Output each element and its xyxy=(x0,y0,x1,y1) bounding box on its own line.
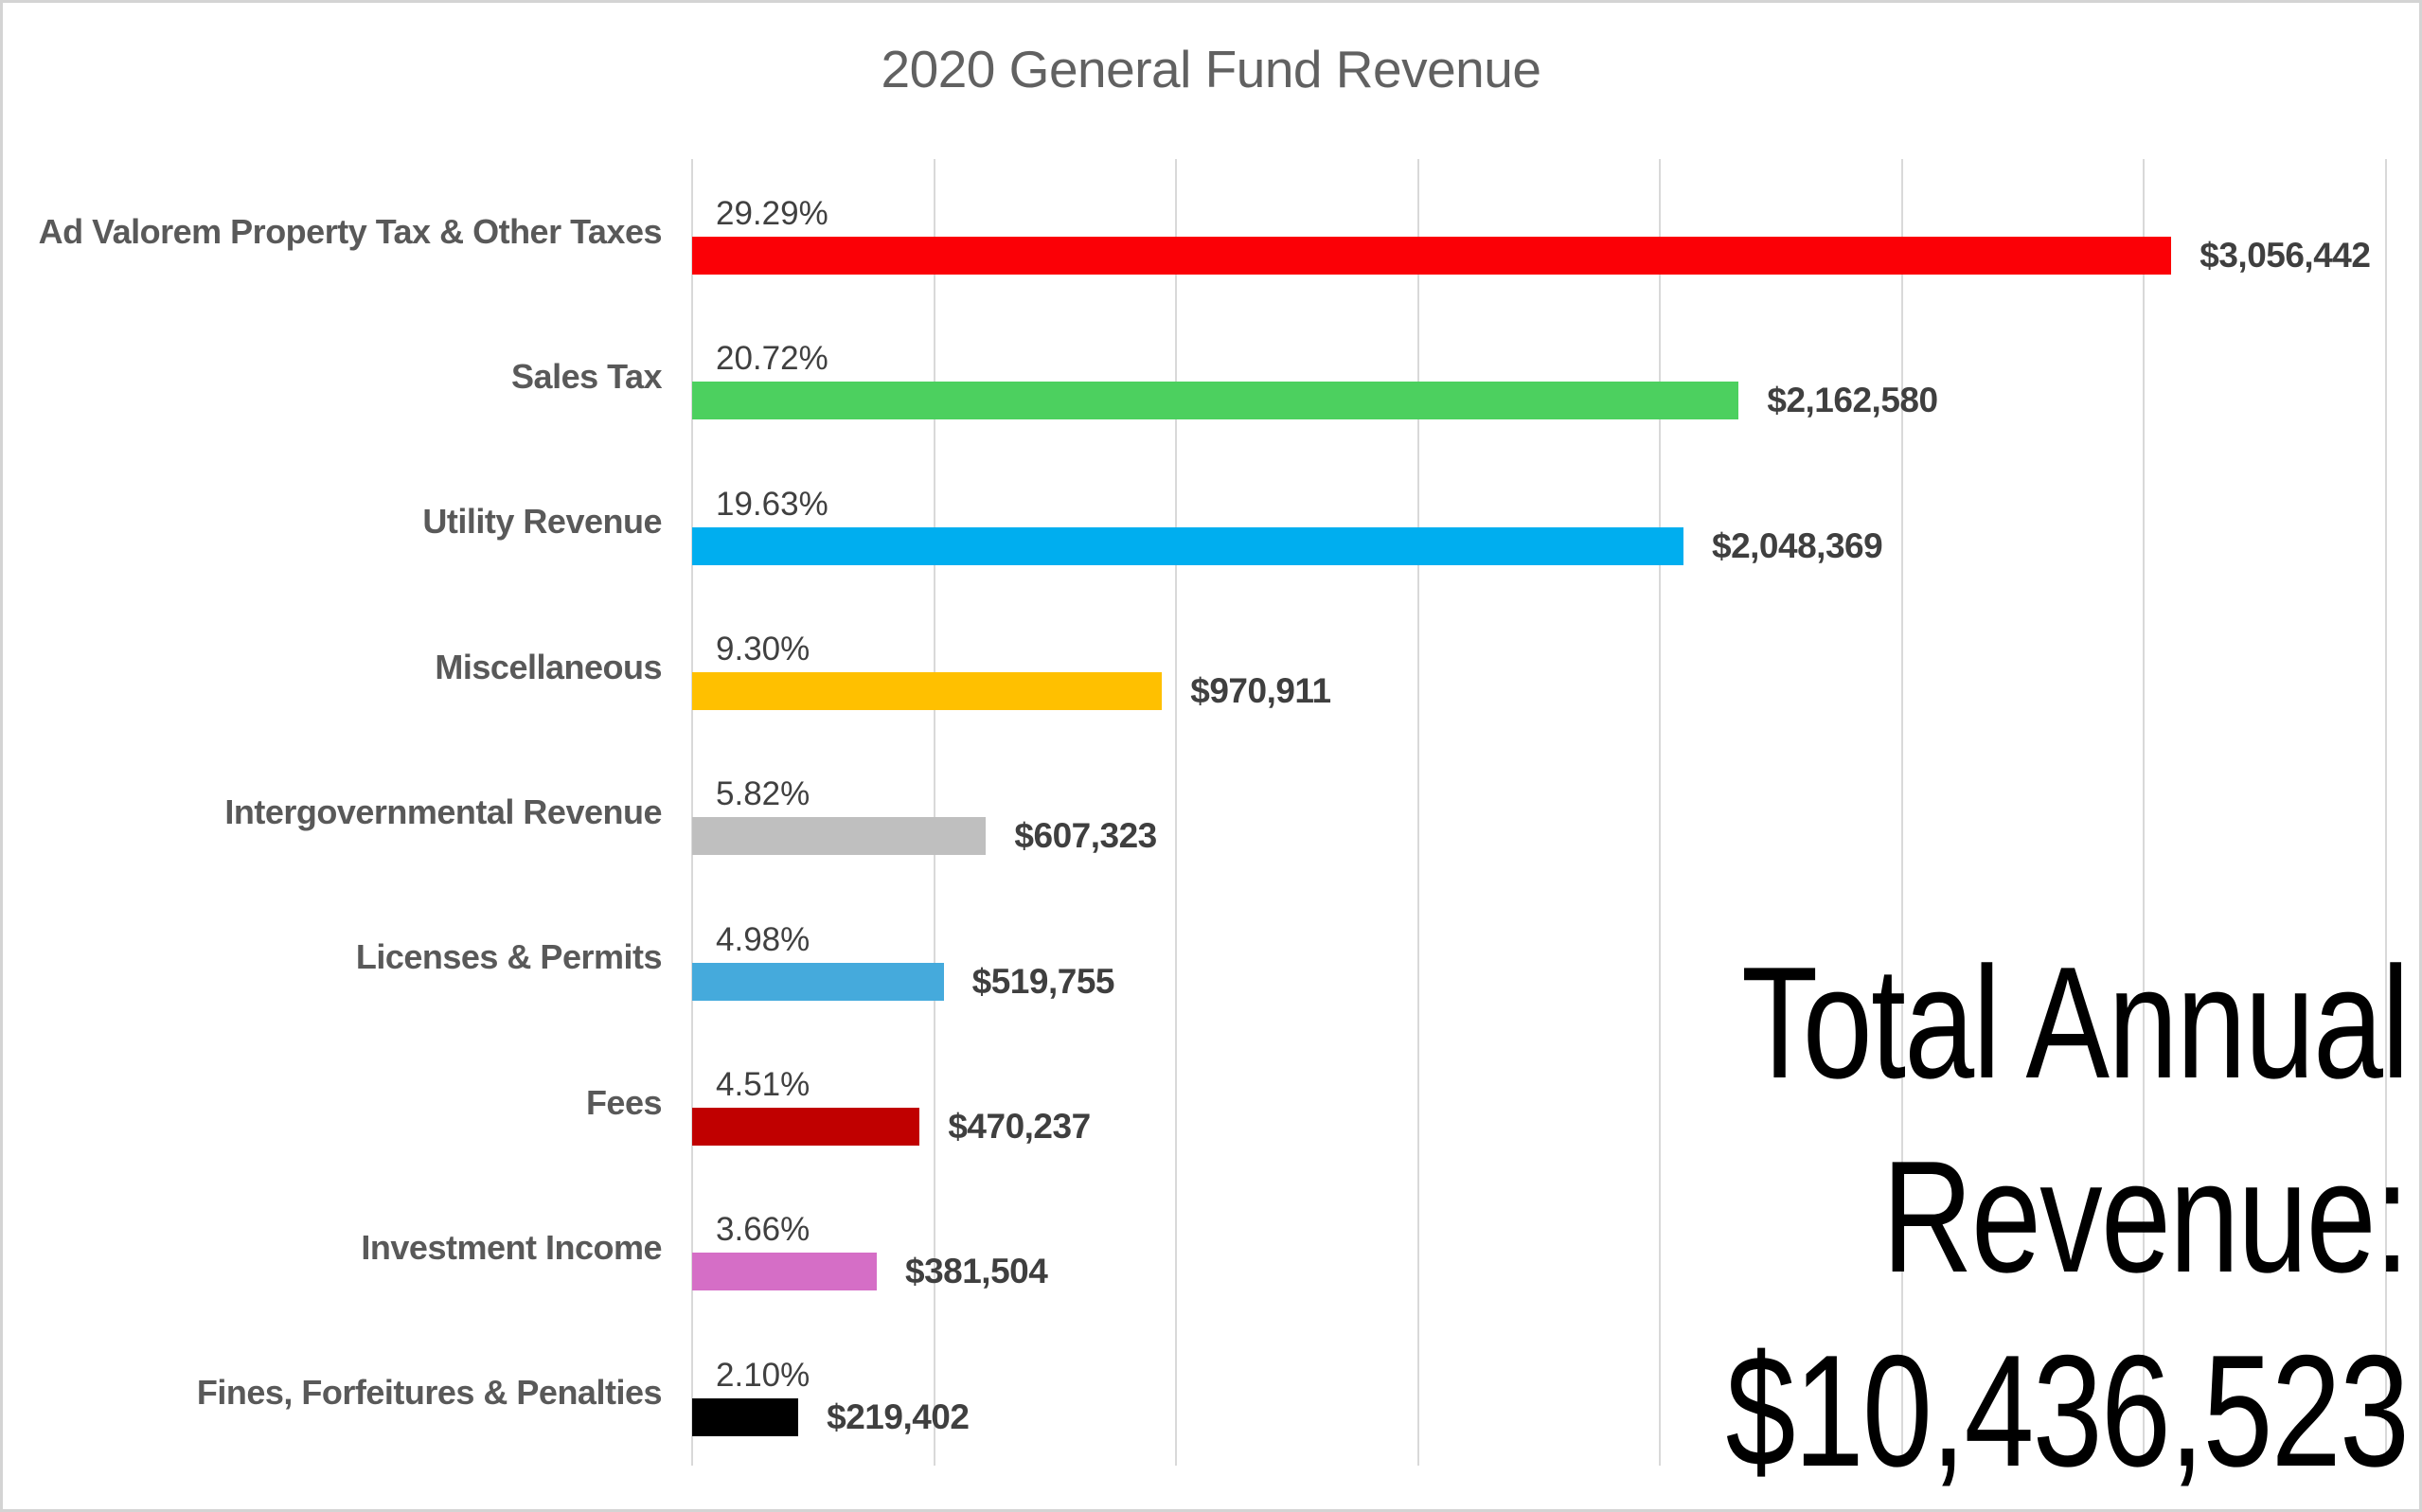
percent-label: 19.63% xyxy=(716,485,828,523)
bar xyxy=(692,526,1683,565)
bar-row: Utility Revenue 19.63% $2,048,369 xyxy=(3,450,2419,595)
percent-label: 9.30% xyxy=(716,631,810,667)
value-label: $970,911 xyxy=(1190,671,1331,710)
gridline xyxy=(1659,159,1662,1466)
value-label: $470,237 xyxy=(948,1107,1091,1146)
percent-label: 4.98% xyxy=(716,920,810,958)
percent-label: 5.82% xyxy=(716,775,810,813)
bar xyxy=(692,817,987,856)
value-label: $607,323 xyxy=(1014,816,1157,856)
percent-label: 2.10% xyxy=(716,1356,810,1394)
category-label: Fines, Forfeitures & Penalties xyxy=(196,1373,663,1413)
percent-label: 29.29% xyxy=(716,195,828,232)
gridline xyxy=(2385,159,2387,1466)
value-label: $381,504 xyxy=(905,1252,1048,1291)
bar xyxy=(692,672,1163,710)
value-label: $2,162,580 xyxy=(1767,381,1938,420)
plot-area xyxy=(691,159,2387,1466)
bar-row: Intergovernmental Revenue 5.82% $607,323 xyxy=(3,739,2419,884)
value-label: $519,755 xyxy=(971,961,1115,1001)
bar xyxy=(692,1108,920,1146)
gridline xyxy=(1416,159,1419,1466)
category-label: Ad Valorem Property Tax & Other Taxes xyxy=(38,211,663,251)
bar-row: Fees 4.51% $470,237 xyxy=(3,1030,2419,1175)
total-annotation-line-3: $10,436,523 xyxy=(1725,1322,2409,1500)
gridline xyxy=(1900,159,1903,1466)
bar xyxy=(692,382,1739,420)
category-label: Utility Revenue xyxy=(422,502,662,542)
category-label: Investment Income xyxy=(361,1227,662,1267)
category-label: Miscellaneous xyxy=(435,647,662,686)
total-annotation-line-2: Revenue: xyxy=(1881,1128,2409,1306)
gridline xyxy=(691,159,693,1466)
category-label: Licenses & Permits xyxy=(355,937,663,977)
category-label: Fees xyxy=(585,1082,663,1122)
value-label: $3,056,442 xyxy=(2199,236,2371,275)
category-label: Sales Tax xyxy=(511,356,662,396)
total-annotation-line-1: Total Annual xyxy=(1740,934,2410,1112)
bar xyxy=(692,1253,877,1291)
value-label: $219,402 xyxy=(827,1396,970,1436)
percent-label: 3.66% xyxy=(716,1211,810,1249)
percent-label: 4.51% xyxy=(716,1066,810,1103)
bar-row: Sales Tax 20.72% $2,162,580 xyxy=(3,304,2419,449)
gridline xyxy=(2143,159,2146,1466)
bar-row: Fines, Forfeitures & Penalties 2.10% $219,… xyxy=(3,1321,2419,1466)
bar-row: Investment Income 3.66% $381,504 xyxy=(3,1175,2419,1320)
category-label: Intergovernmental Revenue xyxy=(224,792,662,831)
value-label: $2,048,369 xyxy=(1712,525,1883,565)
gridline xyxy=(1175,159,1178,1466)
percent-label: 20.72% xyxy=(716,340,828,378)
bar xyxy=(692,1397,799,1436)
bar-row: Miscellaneous 9.30% $970,911 xyxy=(3,595,2419,739)
bar xyxy=(692,237,2172,275)
bar-row: Licenses & Permits 4.98% $519,755 xyxy=(3,885,2419,1030)
total-revenue-annotation: Total Annual Revenue: $10,436,523 xyxy=(1725,926,2410,1508)
chart-title: 2020 General Fund Revenue xyxy=(881,40,1541,98)
bar xyxy=(692,962,944,1001)
gridline xyxy=(933,159,935,1466)
bar-row: Ad Valorem Property Tax & Other Taxes 29.… xyxy=(3,159,2419,304)
